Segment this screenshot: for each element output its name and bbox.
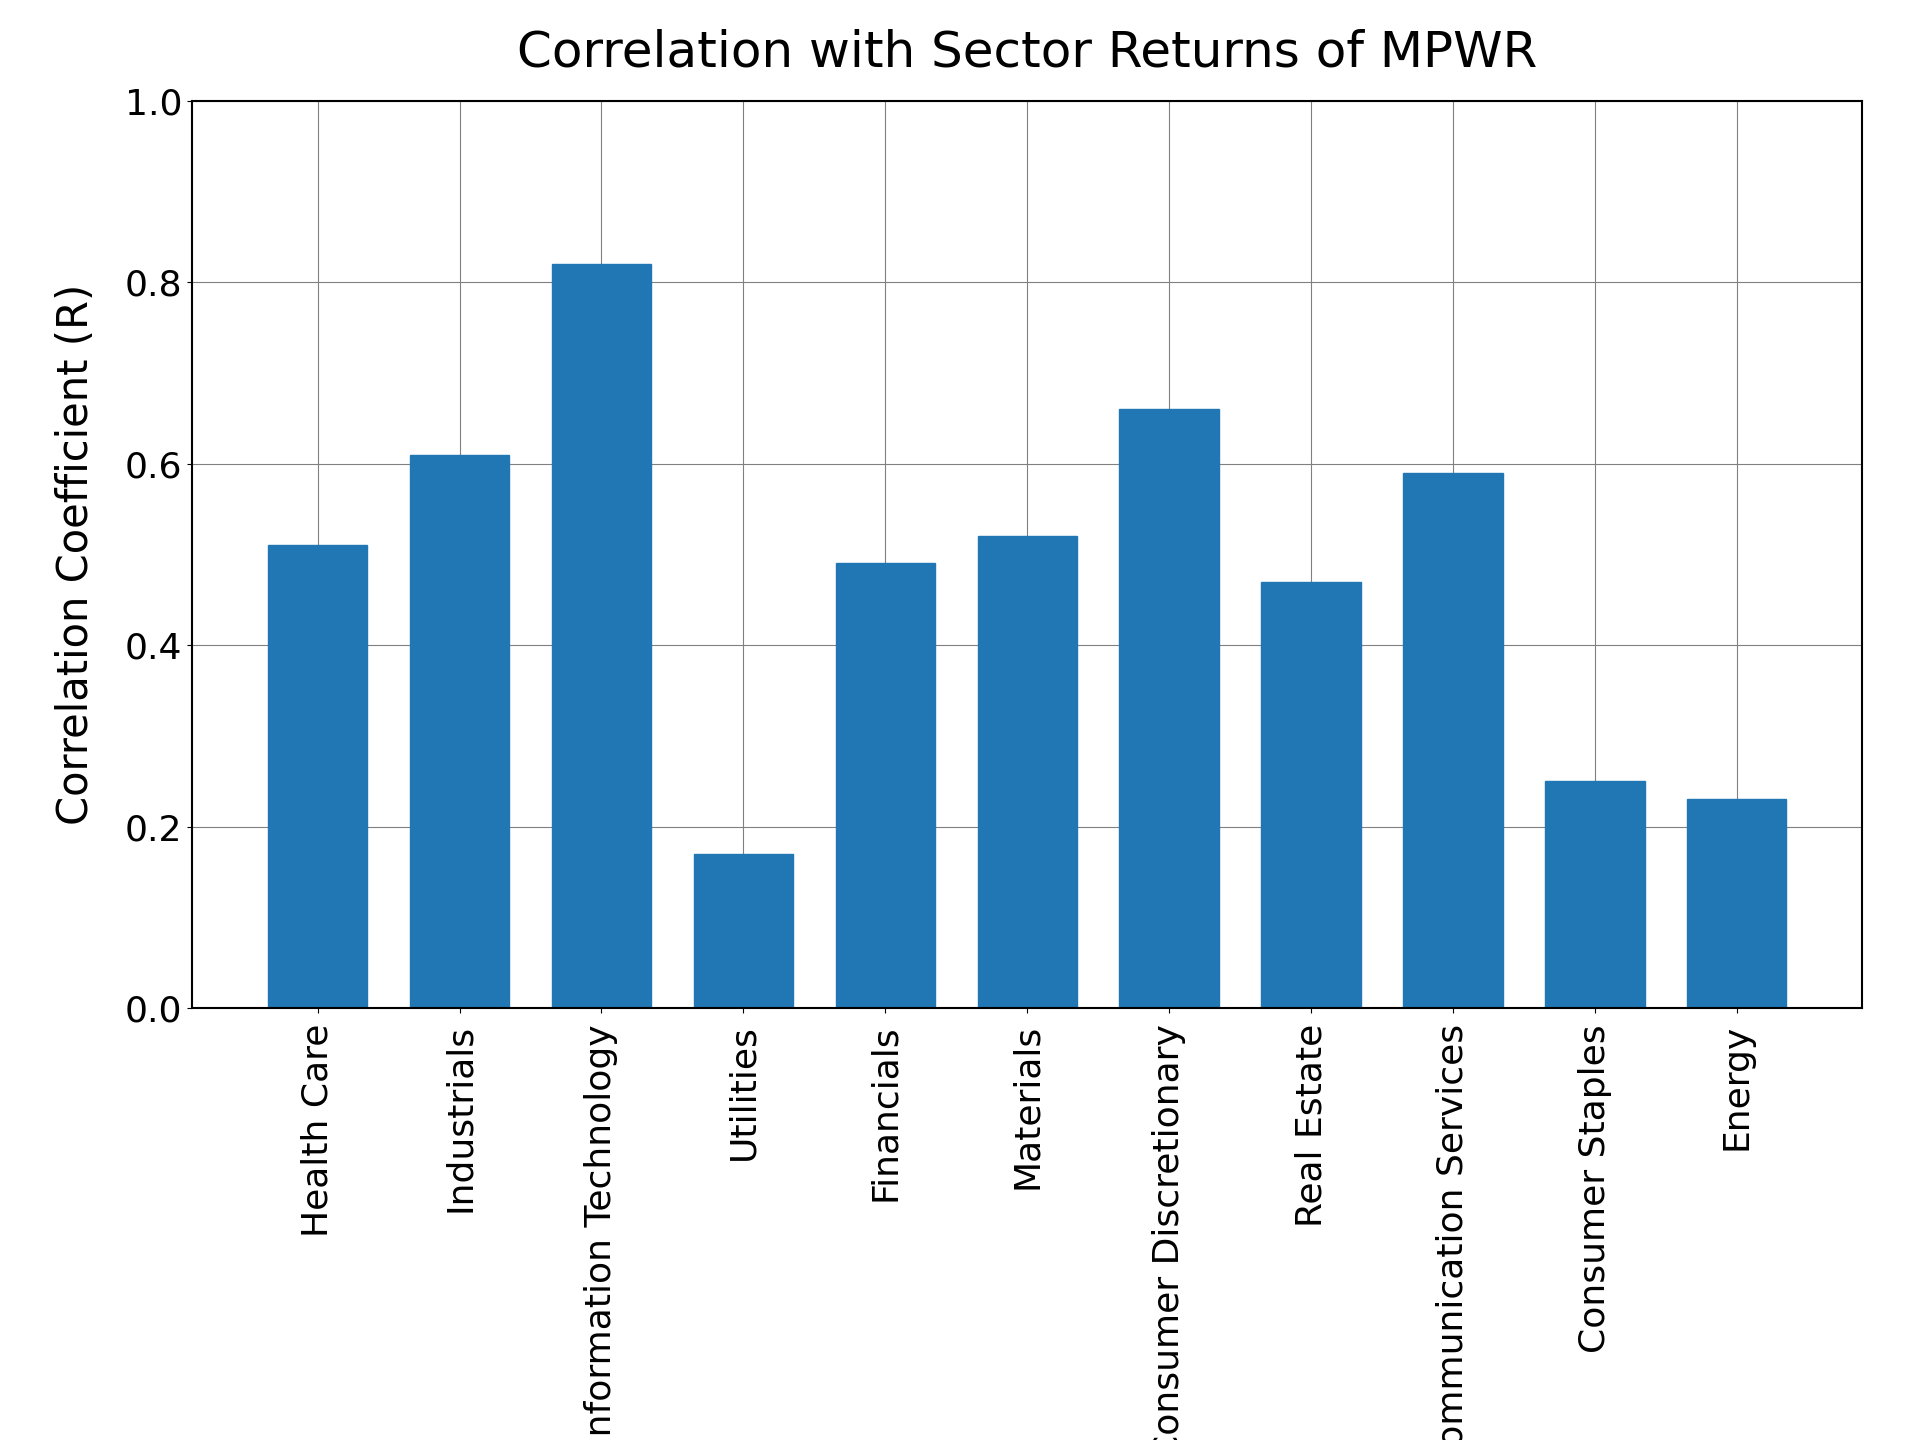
Bar [977, 536, 1077, 1008]
Bar [1261, 582, 1361, 1008]
Bar [1119, 409, 1219, 1008]
Bar [693, 854, 793, 1008]
Bar [269, 546, 367, 1008]
Bar [1404, 472, 1503, 1008]
Bar [835, 563, 935, 1008]
Bar [1546, 780, 1645, 1008]
Bar [409, 455, 509, 1008]
Bar [1688, 799, 1786, 1008]
Title: Correlation with Sector Returns of MPWR: Correlation with Sector Returns of MPWR [516, 27, 1538, 76]
Y-axis label: Correlation Coefficient (R): Correlation Coefficient (R) [56, 284, 96, 825]
Bar [551, 264, 651, 1008]
